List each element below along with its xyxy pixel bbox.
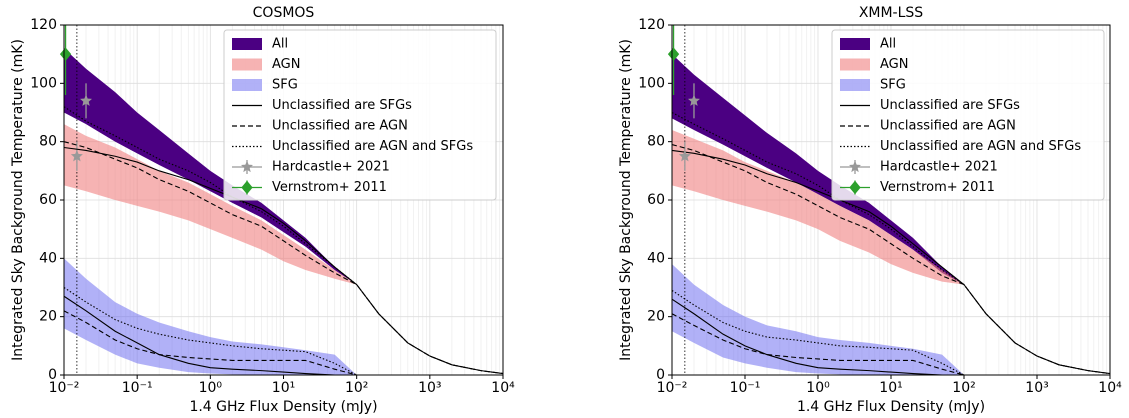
- legend-swatch: [840, 79, 870, 91]
- legend-label: Hardcastle+ 2021: [880, 160, 998, 175]
- x-tick-label: 10⁰: [806, 380, 830, 396]
- x-tick-label: 10¹: [272, 380, 295, 396]
- marker: [59, 47, 72, 61]
- legend-label: Unclassified are AGN: [880, 119, 1016, 134]
- legend-label: SFG: [880, 78, 906, 93]
- y-tick-label: 80: [647, 134, 665, 150]
- legend-label: AGN: [880, 57, 908, 72]
- marker: [678, 149, 691, 162]
- legend-swatch: [840, 38, 870, 50]
- y-tick-label: 0: [48, 367, 57, 383]
- y-tick-label: 100: [638, 75, 665, 91]
- x-tick-label: 10³: [1025, 380, 1048, 396]
- line: [63, 146, 504, 375]
- marker: [70, 149, 83, 162]
- x-tick-label: 10¹: [879, 380, 902, 396]
- marker: [241, 160, 253, 173]
- y-tick-label: 100: [30, 75, 57, 91]
- legend-label: Unclassified are AGN and SFGs: [272, 139, 473, 154]
- legend-label: Unclassified are SFGs: [880, 98, 1020, 113]
- line: [63, 141, 504, 375]
- line: [671, 112, 1111, 375]
- x-tick-label: 10⁻²: [49, 380, 80, 396]
- x-axis-label: 1.4 GHz Flux Density (mJy): [797, 399, 985, 415]
- legend-label: AGN: [272, 57, 300, 72]
- x-tick-label: 10⁻²: [657, 380, 688, 396]
- legend-box: [831, 29, 1105, 201]
- x-tick-label: 10²: [952, 380, 975, 396]
- band: [64, 258, 503, 375]
- legend-swatch: [232, 58, 262, 71]
- legend-label: Unclassified are AGN: [272, 119, 408, 134]
- x-tick-label: 10²: [345, 380, 368, 396]
- band: [672, 264, 1110, 375]
- marker: [849, 180, 861, 195]
- legend-swatch: [232, 38, 262, 50]
- y-tick-label: 60: [39, 192, 57, 208]
- y-tick-label: 120: [30, 17, 57, 33]
- x-tick-label: 10³: [418, 380, 441, 396]
- marker: [687, 94, 700, 106]
- legend-label: Unclassified are AGN and SFGs: [880, 139, 1081, 154]
- legend: All AGN SFG Unclassified are SFGs Unclassifi…: [831, 29, 1105, 201]
- legend-label: All: [880, 37, 896, 52]
- legend-label: Vernstrom+ 2011: [272, 180, 387, 195]
- legend-label: Unclassified are SFGs: [272, 98, 412, 113]
- x-tick-label: 10⁴: [1098, 380, 1122, 396]
- legend-box: [223, 29, 497, 201]
- legend: All AGN SFG Unclassified are SFGs Unclassifi…: [223, 29, 497, 201]
- y-tick-label: 120: [638, 17, 665, 33]
- marker: [849, 160, 861, 173]
- legend-label: Hardcastle+ 2021: [272, 160, 390, 175]
- y-tick-label: 80: [39, 134, 57, 150]
- legend-label: All: [272, 37, 288, 52]
- x-axis-label: 1.4 GHz Flux Density (mJy): [189, 399, 377, 415]
- marker: [667, 47, 680, 61]
- legend-label: Vernstrom+ 2011: [880, 180, 995, 195]
- y-tick-label: 20: [647, 309, 665, 325]
- line: [671, 144, 1111, 375]
- y-tick-label: 40: [647, 250, 665, 266]
- x-tick-label: 10⁴: [491, 380, 515, 396]
- x-tick-label: 10⁻¹: [730, 380, 761, 396]
- chart-title: COSMOS: [253, 5, 315, 21]
- legend-swatch: [232, 79, 262, 91]
- marker: [241, 180, 253, 195]
- y-axis-label: Integrated Sky Background Temperature (m…: [10, 39, 26, 361]
- band: [672, 130, 1110, 374]
- band: [64, 124, 503, 374]
- y-tick-label: 0: [656, 367, 665, 383]
- y-tick-label: 60: [647, 192, 665, 208]
- line: [671, 289, 1110, 376]
- x-tick-label: 10⁰: [199, 380, 223, 396]
- x-tick-label: 10⁻¹: [122, 380, 153, 396]
- y-axis-label: Integrated Sky Background Temperature (m…: [618, 39, 634, 361]
- legend-label: SFG: [272, 78, 298, 93]
- legend-swatch: [840, 58, 870, 71]
- line: [63, 287, 503, 376]
- y-tick-label: 40: [39, 250, 57, 266]
- marker: [80, 94, 93, 106]
- y-tick-label: 20: [39, 309, 57, 325]
- chart-title: XMM-LSS: [859, 5, 923, 21]
